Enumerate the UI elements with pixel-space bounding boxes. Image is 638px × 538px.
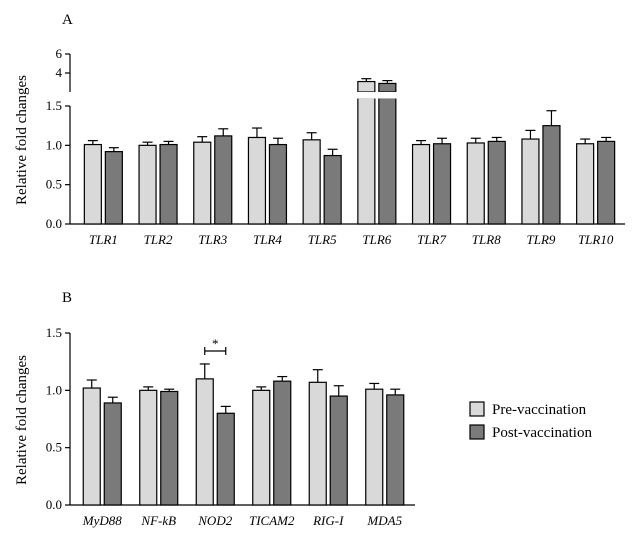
panel-a-category-label: TLR6: [362, 232, 391, 247]
bar-pre-tlr4: [247, 136, 267, 225]
panel-a-category-label: TLR2: [144, 232, 173, 247]
legend-swatch-post: [469, 424, 485, 440]
bar-post-tlr6-break-gap: [377, 92, 397, 99]
bar-post-ticam2: [273, 380, 292, 506]
panel-b-category-label: RIG-I: [312, 513, 344, 528]
bar-post-mda5: [386, 394, 405, 506]
panel-a-category-labels: TLR1 TLR2 TLR3 TLR4 TLR5 TLR6 TLR7 TLR8 TLR9 TLR1…: [89, 232, 614, 247]
panel-a-ytick-label: 4: [56, 65, 63, 80]
bar-post-tlr3: [214, 135, 233, 225]
panel-b-category-label: NF-kB: [140, 513, 176, 528]
panel-a-ytick-label: 0.0: [46, 216, 62, 231]
bar-post-tlr10: [597, 140, 616, 225]
bar-pre-ticam2: [252, 389, 271, 506]
panel-a-ytick-label: 1.5: [46, 98, 62, 113]
panel-b-bars: [82, 363, 405, 506]
panel-b-ytick-label: 1.0: [46, 382, 62, 397]
panel-b-category-label: TICAM2: [249, 513, 295, 528]
bar-post-tlr6-upper: [378, 82, 397, 93]
panel-b-ytick-label: 0.0: [46, 497, 62, 512]
bar-pre-tlr6-upper: [357, 80, 376, 93]
panel-b: B Relative fold changes 0.0 0.5 1.0 1.5 MyD…: [14, 290, 415, 528]
panel-a-ytick-label: 6: [56, 46, 63, 61]
panel-a-ytick-label: 0.5: [46, 177, 62, 192]
panel-b-category-label: MyD88: [82, 513, 122, 528]
bar-pre-rig-i: [308, 381, 327, 506]
panel-b-ylabel: Relative fold changes: [14, 355, 30, 485]
bar-post-tlr6: [378, 97, 397, 225]
bar-post-tlr2: [159, 143, 178, 225]
bar-pre-tlr6: [357, 97, 376, 225]
bar-post-tlr7: [432, 143, 452, 225]
bar-post-tlr1: [104, 151, 123, 225]
panel-a-category-label: TLR4: [253, 232, 282, 247]
panel-b-ytick-label: 0.5: [46, 440, 62, 455]
panel-b-axes: 0.0 0.5 1.0 1.5: [46, 325, 415, 512]
bar-pre-tlr5: [302, 139, 321, 225]
bar-post-myd88: [103, 402, 122, 506]
legend-label-pre: Pre-vaccination: [492, 402, 587, 418]
panel-b-ytick-label: 1.5: [46, 325, 62, 340]
panel-a-category-label: TLR3: [198, 232, 227, 247]
bar-post-tlr5: [323, 154, 342, 225]
panel-a-bars: [83, 78, 616, 225]
bar-pre-tlr6-break-gap: [356, 92, 376, 99]
legend-swatch-pre: [469, 401, 485, 417]
panel-a-category-label: TLR10: [578, 232, 614, 247]
panel-a-category-label: TLR5: [308, 232, 337, 247]
panel-a-category-label: TLR9: [526, 232, 555, 247]
bar-post-nf-kb: [160, 390, 179, 506]
bar-post-tlr8: [487, 140, 506, 225]
panel-b-category-label: NOD2: [197, 513, 232, 528]
legend: Pre-vaccination Post-vaccination: [469, 401, 592, 441]
bar-pre-tlr10: [576, 143, 595, 225]
bar-post-tlr9: [542, 125, 561, 225]
bar-pre-nod2: [195, 378, 214, 506]
panel-a-ylabel: Relative fold changes: [14, 75, 30, 205]
bar-pre-tlr7: [411, 143, 431, 225]
bar-pre-mda5: [365, 388, 384, 506]
panel-b-category-label: MDA5: [366, 513, 402, 528]
panel-a: A Relative fold changes 0.0 0.5 1.0 1.5 4 6 T…: [14, 12, 625, 247]
panel-a-ytick-label: 1.0: [46, 137, 62, 152]
panel-b-letter: B: [62, 290, 72, 306]
significance-star: *: [212, 336, 219, 351]
bar-post-nod2: [216, 412, 235, 506]
bar-pre-myd88: [82, 387, 101, 506]
panel-a-category-label: TLR8: [472, 232, 501, 247]
bar-pre-nf-kb: [139, 389, 158, 506]
panel-a-category-label: TLR7: [417, 232, 446, 247]
panel-a-letter: A: [62, 12, 73, 28]
panel-a-category-label: TLR1: [89, 232, 118, 247]
bar-post-tlr4: [268, 143, 288, 225]
legend-label-post: Post-vaccination: [492, 425, 592, 441]
bar-pre-tlr3: [193, 141, 212, 225]
bar-pre-tlr9: [521, 138, 540, 225]
panel-b-annotations: *: [204, 336, 227, 355]
bar-pre-tlr2: [138, 144, 157, 225]
panel-b-category-labels: MyD88 NF-kB NOD2 TICAM2 RIG-I MDA5: [82, 513, 403, 528]
bar-pre-tlr1: [83, 143, 102, 225]
bar-post-rig-i: [329, 395, 348, 506]
bar-pre-tlr8: [466, 142, 485, 225]
